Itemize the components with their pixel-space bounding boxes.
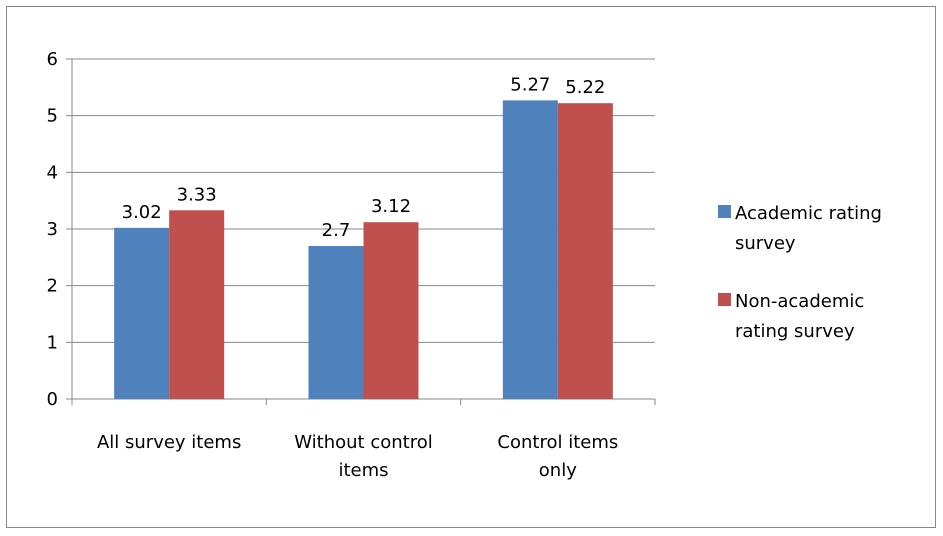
bar-chart: 0 1 2 3 4 5 6 All survey items Without control it…: [47, 49, 882, 481]
chart-frame: 0 1 2 3 4 5 6 All survey items Without control it…: [6, 6, 936, 528]
y-tick-label: 3: [47, 219, 58, 240]
bar: [557, 103, 613, 399]
y-tick-label: 2: [47, 276, 58, 297]
bar: [502, 100, 558, 399]
legend: Academic rating survey Non-academic rating …: [718, 203, 882, 342]
data-label: 3.02: [122, 202, 162, 223]
data-label: 3.33: [177, 184, 217, 205]
bar: [169, 210, 225, 399]
bar: [308, 246, 364, 399]
data-label: 3.12: [371, 196, 411, 217]
category-label: Control items only: [497, 432, 618, 481]
y-tick-label: 4: [47, 162, 58, 183]
data-label: 5.27: [510, 74, 550, 95]
axes: 0 1 2 3 4 5 6 All survey items Without control it…: [47, 49, 656, 481]
category-label: Without control items: [294, 432, 432, 481]
bar: [363, 222, 419, 399]
y-tick-label: 5: [47, 106, 58, 127]
data-label: 5.22: [565, 77, 605, 98]
data-label: 2.7: [322, 220, 351, 241]
y-tick-label: 6: [47, 49, 58, 70]
legend-swatch: [718, 293, 731, 306]
legend-label: Academic rating survey: [735, 203, 882, 254]
data-labels: 3.02 2.7 5.27 3.33 3.12 5.22: [122, 74, 606, 241]
y-tick-label: 0: [47, 389, 58, 410]
legend-label: Non-academic rating survey: [735, 291, 864, 342]
y-tick-label: 1: [47, 332, 58, 353]
bar: [114, 227, 170, 399]
bars: [114, 100, 613, 399]
legend-swatch: [718, 205, 731, 218]
category-label: All survey items: [97, 432, 241, 453]
